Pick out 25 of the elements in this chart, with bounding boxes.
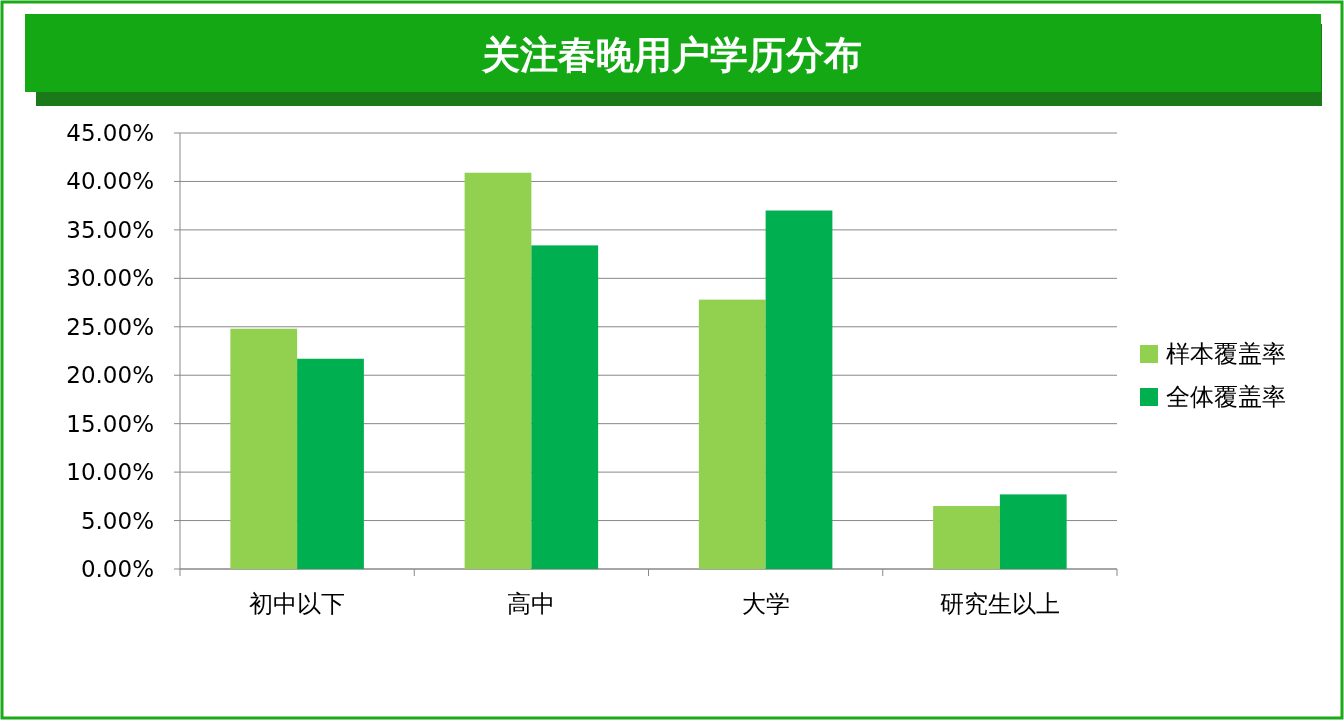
- y-tick-label: 45.00%: [66, 120, 154, 146]
- y-tick-label: 30.00%: [66, 265, 154, 292]
- bar: [531, 245, 599, 569]
- legend-label: 全体覆盖率: [1166, 383, 1286, 411]
- x-tick-label: 大学: [741, 590, 790, 618]
- bar: [999, 494, 1067, 569]
- y-tick-label: 25.00%: [66, 313, 154, 340]
- bar: [297, 358, 364, 569]
- bar: [230, 328, 298, 569]
- y-tick-label: 15.00%: [66, 410, 154, 437]
- y-tick-label: 5.00%: [80, 507, 154, 534]
- y-tick-label: 40.00%: [66, 168, 154, 195]
- y-tick-label: 35.00%: [66, 216, 154, 243]
- x-tick-label: 高中: [507, 590, 556, 618]
- legend-label: 样本覆盖率: [1166, 340, 1286, 368]
- y-tick-label: 10.00%: [66, 459, 154, 486]
- bar: [933, 506, 1000, 569]
- x-tick-label: 初中以下: [249, 590, 346, 618]
- bar: [765, 210, 833, 569]
- y-tick-label: 20.00%: [66, 362, 154, 389]
- bar: [698, 299, 766, 569]
- chart-title: 关注春晚用户学历分布: [481, 33, 862, 77]
- bar: [464, 172, 532, 569]
- x-tick-label: 研究生以上: [939, 590, 1060, 618]
- y-tick-label: 0.00%: [80, 556, 154, 582]
